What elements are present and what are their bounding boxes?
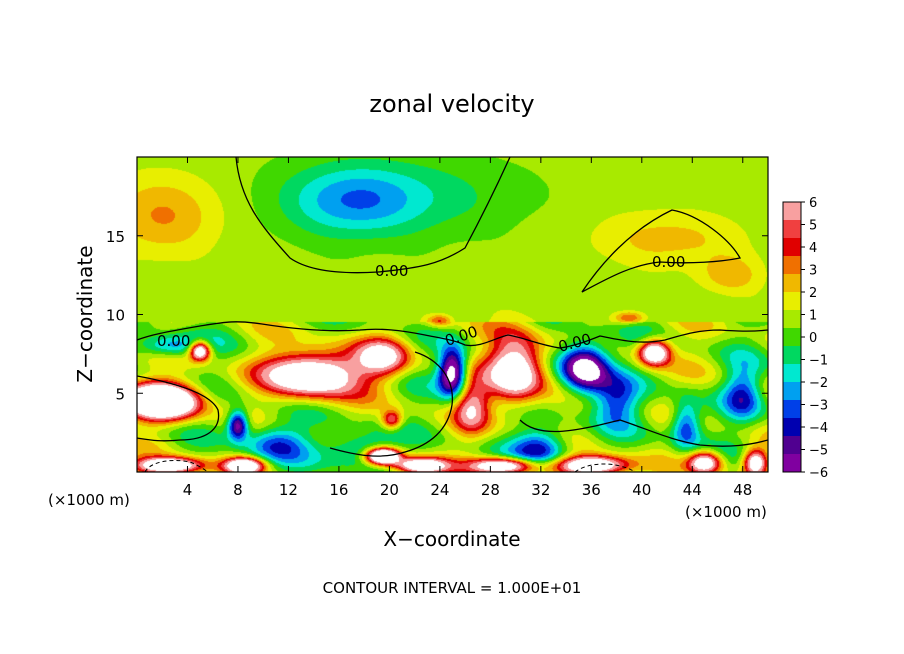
x-unit-left: (×1000 m)	[48, 491, 130, 509]
colorbar-tick-label: −3	[809, 399, 828, 414]
contour-label: 0.00	[375, 262, 408, 280]
colorbar-swatch	[783, 400, 801, 419]
contour-zero-upper	[235, 157, 511, 274]
colorbar-swatch	[783, 256, 801, 275]
colorbar-tick-label: 1	[809, 309, 817, 324]
x-tick-label: 36	[582, 481, 601, 499]
colorbar-swatch	[783, 364, 801, 383]
x-tick-label: 20	[380, 481, 399, 499]
x-axis-label: X−coordinate	[383, 527, 520, 551]
y-tick-label: 10	[106, 307, 125, 325]
colorbar-swatch	[783, 274, 801, 293]
contour-low-right	[519, 419, 768, 447]
colorbar-swatch	[783, 238, 801, 257]
chart-title: zonal velocity	[369, 90, 534, 118]
x-tick-label: 28	[481, 481, 500, 499]
colorbar-swatch	[783, 454, 801, 473]
x-tick-label: 32	[531, 481, 550, 499]
y-axis-label: Z−coordinate	[73, 245, 97, 382]
contour-zero-shear	[137, 321, 768, 349]
colorbar: 6 5 4 3 2 1 0 −1 −2 −3 −4 −5 −6	[782, 196, 828, 481]
colorbar-tick-label: −1	[809, 354, 828, 369]
dashed-contours	[144, 459, 636, 472]
y-tick-label: 15	[106, 228, 125, 246]
colorbar-swatch	[783, 292, 801, 311]
colorbar-tick-label: −4	[809, 421, 828, 436]
x-tick-label: 16	[329, 481, 348, 499]
contour-low-center	[329, 351, 453, 457]
colorbar-tick-label: 4	[809, 241, 817, 256]
colorbar-tick-label: 6	[809, 196, 817, 211]
colorbar-swatch	[783, 220, 801, 239]
y-axis: 5 10 15	[106, 228, 768, 403]
colorbar-tick-label: −6	[809, 466, 828, 481]
colorbar-tick-label: −2	[809, 376, 828, 391]
x-axis: 4 8 12 16 20 24 28 32 36 40 44 48	[183, 157, 752, 499]
x-tick-label: 40	[632, 481, 651, 499]
x-unit-right: (×1000 m)	[685, 503, 767, 521]
colorbar-swatch	[783, 346, 801, 365]
x-tick-label: 24	[430, 481, 449, 499]
contour-dashed-bl	[144, 459, 209, 472]
x-tick-label: 4	[183, 481, 193, 499]
colorbar-tick-label: 0	[809, 331, 817, 346]
colorbar-tick-label: 5	[809, 219, 817, 234]
plot-area: 0.00 0.00 0.00 0.00 0.00	[136, 156, 769, 473]
contour-zero-loop	[581, 209, 742, 293]
x-tick-label: 8	[233, 481, 243, 499]
colorbar-swatch	[783, 436, 801, 455]
contour-dashed-br	[574, 463, 636, 472]
contour-low-left	[137, 375, 220, 442]
x-tick-label: 12	[279, 481, 298, 499]
x-tick-label: 44	[683, 481, 702, 499]
colorbar-tick-label: 3	[809, 264, 817, 279]
colorbar-swatch	[783, 202, 801, 221]
y-tick-label: 5	[115, 385, 125, 403]
contour-labels: 0.00 0.00 0.00 0.00 0.00	[157, 253, 685, 356]
x-tick-label: 48	[733, 481, 752, 499]
velocity-field	[137, 157, 768, 472]
colorbar-tick-label: −5	[809, 444, 828, 459]
zero-contours	[137, 157, 768, 457]
colorbar-swatch	[783, 382, 801, 401]
colorbar-swatch	[783, 328, 801, 347]
contour-label: 0.00	[157, 332, 190, 350]
colorbar-swatch	[783, 418, 801, 437]
colorbar-swatch	[783, 310, 801, 329]
contour-interval-note: CONTOUR INTERVAL = 1.000E+01	[323, 579, 582, 597]
colorbar-tick-label: 2	[809, 286, 817, 301]
contour-label: 0.00	[652, 253, 685, 271]
